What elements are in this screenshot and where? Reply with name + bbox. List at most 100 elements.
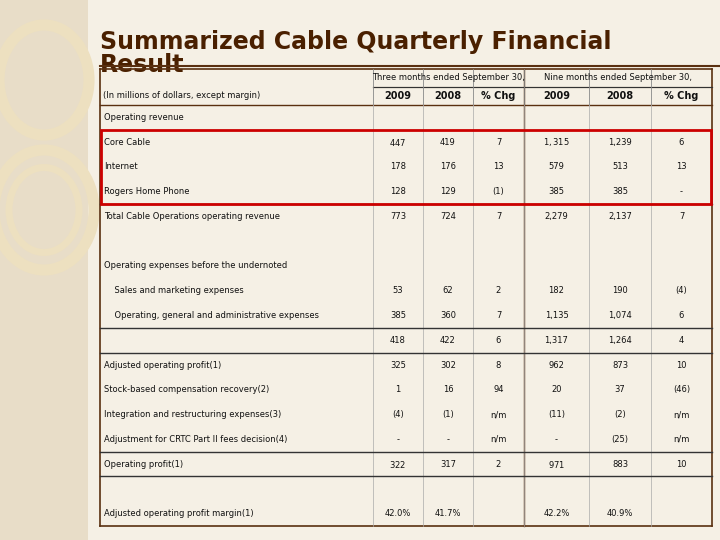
- Text: % Chg: % Chg: [481, 91, 516, 101]
- Text: Operating, general and administrative expenses: Operating, general and administrative ex…: [104, 311, 319, 320]
- Text: 13: 13: [493, 163, 504, 171]
- Text: 176: 176: [440, 163, 456, 171]
- Text: 178: 178: [390, 163, 406, 171]
- Text: -: -: [446, 435, 449, 444]
- Text: Result: Result: [100, 53, 184, 77]
- Text: 53: 53: [392, 286, 403, 295]
- Text: 7: 7: [496, 311, 501, 320]
- Text: 513: 513: [612, 163, 628, 171]
- Text: Stock-based compensation recovery(2): Stock-based compensation recovery(2): [104, 386, 269, 394]
- Text: 773: 773: [390, 212, 406, 221]
- Text: 1,074: 1,074: [608, 311, 632, 320]
- Text: Operating expenses before the undernoted: Operating expenses before the undernoted: [104, 261, 287, 271]
- Text: 2008: 2008: [434, 91, 462, 101]
- Text: (11): (11): [548, 410, 565, 419]
- Text: Adjustment for CRTC Part II fees decision(4): Adjustment for CRTC Part II fees decisio…: [104, 435, 287, 444]
- Text: 4: 4: [679, 336, 684, 345]
- Text: 41.7%: 41.7%: [435, 509, 462, 518]
- Text: $   447   $: $ 447 $: [390, 137, 407, 147]
- Text: Core Cable: Core Cable: [104, 138, 150, 147]
- Text: n/m: n/m: [673, 435, 690, 444]
- Text: 42.2%: 42.2%: [544, 509, 570, 518]
- Text: 94: 94: [493, 386, 504, 394]
- Text: 2: 2: [496, 286, 501, 295]
- Text: 317: 317: [440, 460, 456, 469]
- Text: Adjusted operating profit(1): Adjusted operating profit(1): [104, 361, 221, 369]
- Text: Operating profit(1): Operating profit(1): [104, 460, 183, 469]
- Text: 302: 302: [440, 361, 456, 369]
- Text: 360: 360: [440, 311, 456, 320]
- Text: Nine months ended September 30,: Nine months ended September 30,: [544, 73, 692, 83]
- Text: n/m: n/m: [490, 410, 507, 419]
- Text: 2,137: 2,137: [608, 212, 632, 221]
- Text: 325: 325: [390, 361, 406, 369]
- Text: 37: 37: [615, 386, 626, 394]
- Text: 385: 385: [549, 187, 564, 196]
- Bar: [0, 0, 88, 540]
- Text: 128: 128: [390, 187, 406, 196]
- Text: 962: 962: [549, 361, 564, 369]
- Text: (2): (2): [614, 410, 626, 419]
- Text: 2: 2: [496, 460, 501, 469]
- Text: 10: 10: [676, 460, 687, 469]
- Text: 42.0%: 42.0%: [384, 509, 411, 518]
- Text: -: -: [397, 435, 400, 444]
- Text: 62: 62: [443, 286, 454, 295]
- Text: 7: 7: [496, 138, 501, 147]
- Text: 1,135: 1,135: [544, 311, 568, 320]
- Text: $  971  $: $ 971 $: [548, 458, 565, 470]
- Text: 20: 20: [552, 386, 562, 394]
- Text: Operating revenue: Operating revenue: [104, 113, 184, 122]
- Text: 16: 16: [443, 386, 454, 394]
- Text: n/m: n/m: [673, 410, 690, 419]
- Text: 7: 7: [496, 212, 501, 221]
- Text: Internet: Internet: [104, 163, 138, 171]
- Text: Integration and restructuring expenses(3): Integration and restructuring expenses(3…: [104, 410, 282, 419]
- Text: Sales and marketing expenses: Sales and marketing expenses: [104, 286, 244, 295]
- Text: 579: 579: [549, 163, 564, 171]
- Text: 6: 6: [679, 138, 684, 147]
- Text: (In millions of dollars, except margin): (In millions of dollars, except margin): [103, 91, 260, 100]
- Text: 385: 385: [390, 311, 406, 320]
- Text: 10: 10: [676, 361, 687, 369]
- Text: 724: 724: [440, 212, 456, 221]
- Text: 422: 422: [440, 336, 456, 345]
- Text: (1): (1): [442, 410, 454, 419]
- Text: 8: 8: [496, 361, 501, 369]
- Text: 7: 7: [679, 212, 684, 221]
- Text: 1,239: 1,239: [608, 138, 632, 147]
- Text: -: -: [680, 187, 683, 196]
- Text: 873: 873: [612, 361, 628, 369]
- Text: Rogers Home Phone: Rogers Home Phone: [104, 187, 189, 196]
- Text: 2009: 2009: [543, 91, 570, 101]
- Text: 6: 6: [679, 311, 684, 320]
- Text: 2,279: 2,279: [544, 212, 568, 221]
- Text: 419: 419: [440, 138, 456, 147]
- Text: (4): (4): [675, 286, 688, 295]
- Text: Summarized Cable Quarterly Financial: Summarized Cable Quarterly Financial: [100, 30, 611, 54]
- Text: 1,317: 1,317: [544, 336, 568, 345]
- Text: 182: 182: [549, 286, 564, 295]
- Text: 2009: 2009: [384, 91, 412, 101]
- Text: 190: 190: [612, 286, 628, 295]
- Text: % Chg: % Chg: [665, 91, 698, 101]
- Text: $  322  $: $ 322 $: [390, 458, 407, 470]
- Text: 1,264: 1,264: [608, 336, 632, 345]
- Text: 129: 129: [440, 187, 456, 196]
- Text: (4): (4): [392, 410, 404, 419]
- Text: (1): (1): [492, 187, 505, 196]
- Text: (25): (25): [611, 435, 629, 444]
- Text: -: -: [555, 435, 558, 444]
- Text: 385: 385: [612, 187, 628, 196]
- Text: 1: 1: [395, 386, 400, 394]
- Text: Adjusted operating profit margin(1): Adjusted operating profit margin(1): [104, 509, 253, 518]
- Text: 883: 883: [612, 460, 628, 469]
- Text: 2008: 2008: [606, 91, 634, 101]
- Text: 418: 418: [390, 336, 406, 345]
- Text: $  1,315  $: $ 1,315 $: [543, 136, 570, 148]
- Text: 13: 13: [676, 163, 687, 171]
- Text: Total Cable Operations operating revenue: Total Cable Operations operating revenue: [104, 212, 280, 221]
- Text: 40.9%: 40.9%: [607, 509, 633, 518]
- Text: n/m: n/m: [490, 435, 507, 444]
- Text: 6: 6: [496, 336, 501, 345]
